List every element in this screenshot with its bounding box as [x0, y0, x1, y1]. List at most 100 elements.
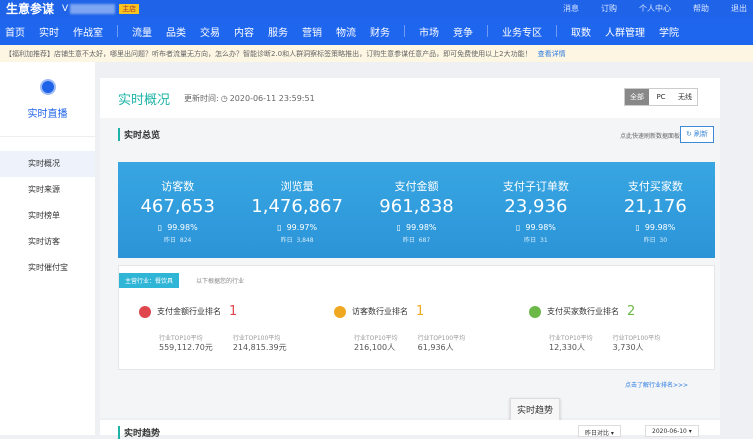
- top-link-messages[interactable]: 消息: [563, 4, 579, 13]
- top10-label: 行业TOP10平均: [354, 335, 398, 342]
- nav-divider: [487, 25, 488, 37]
- metric-label: 支付子订单数: [502, 180, 569, 193]
- section-title: 实时总览: [118, 128, 160, 141]
- nav-item[interactable]: 取数: [571, 27, 591, 39]
- metric-pct: 99.98%: [406, 223, 437, 232]
- refresh-label: 刷新: [694, 130, 709, 138]
- clock-icon: ◷: [220, 93, 228, 103]
- update-time: 2020-06-11 23:59:51: [229, 93, 315, 103]
- nav-item[interactable]: 交易: [200, 27, 220, 39]
- nav-item[interactable]: 财务: [370, 27, 390, 39]
- top-link-help[interactable]: 帮助: [693, 4, 709, 13]
- metric-pct: 99.98%: [525, 223, 556, 232]
- segment-pc[interactable]: PC: [649, 89, 673, 105]
- sidebar-item[interactable]: 实时访客: [28, 237, 60, 246]
- rank-card: 支付金额行业排名 1 行业TOP10平均 559,112.70元 行业TOP100…: [139, 304, 287, 353]
- mobile-icon: ▯: [635, 223, 640, 232]
- sidebar-item[interactable]: 实时榜单: [28, 211, 60, 220]
- nav-item[interactable]: 业务专区: [502, 27, 542, 39]
- ranking-more-link[interactable]: 点击了解行业排名>>>: [625, 382, 689, 389]
- yesterday-value: 31: [540, 237, 548, 244]
- compare-dropdown[interactable]: 昨日对比 ▾: [578, 425, 621, 437]
- sidebar-item[interactable]: 实时概况: [0, 151, 95, 177]
- metric-value: 21,176: [623, 196, 687, 217]
- rank-label: 支付买家数行业排名: [547, 307, 619, 316]
- segment-wireless[interactable]: 无线: [673, 89, 697, 105]
- metric-value: 23,936: [504, 196, 568, 217]
- nav-item[interactable]: 市场: [419, 27, 439, 39]
- rank-card: 访客数行业排名 1 行业TOP10平均 216,100人 行业TOP100平均 61…: [334, 304, 465, 353]
- sidebar-item[interactable]: 实时催付宝: [28, 263, 68, 272]
- metric-card: 访客数 467,653 ▯ 99.98% 昨日 824: [118, 162, 237, 258]
- top10-label: 行业TOP10平均: [549, 335, 593, 342]
- compare-label: 昨日对比: [585, 430, 610, 437]
- yesterday-label: 昨日: [280, 237, 293, 244]
- top-link-subscribe[interactable]: 订购: [601, 4, 617, 13]
- rank-number: 2: [627, 304, 636, 319]
- nav-item[interactable]: 学院: [659, 27, 679, 39]
- top100-value: 3,730人: [612, 343, 644, 352]
- notice-text: 【福利加推荐】店铺生意不太好，哪里出问题？听布者流量无方向，怎么办？智能诊断2.…: [5, 49, 532, 58]
- trend-title: 实时趋势: [118, 426, 160, 439]
- refresh-hint: 点此快速刷新数据面板: [619, 133, 680, 140]
- nav-item[interactable]: 品类: [166, 27, 186, 39]
- date-label: 2020-06-10: [652, 428, 687, 435]
- yesterday-label: 昨日: [524, 237, 537, 244]
- metric-label: 支付买家数: [627, 180, 683, 193]
- metric-card: 支付金额 961,838 ▯ 99.98% 昨日 687: [357, 162, 476, 258]
- top-link-logout[interactable]: 退出: [731, 4, 747, 13]
- metric-card: 支付子订单数 23,936 ▯ 99.98% 昨日 31: [476, 162, 595, 258]
- nav-item[interactable]: 服务: [268, 27, 288, 39]
- nav-item[interactable]: 竞争: [453, 27, 473, 39]
- tooltip: 实时趋势: [510, 398, 561, 421]
- top-link-profile[interactable]: 个人中心: [639, 4, 671, 13]
- yesterday-value: 687: [418, 237, 431, 244]
- nav-item[interactable]: 实时: [39, 27, 59, 39]
- main-nav: 首页 实时 作战室 流量 品类 交易 内容 服务 营销 物流 财务 市场 竞争 业务专区 取数 人群管理 学院: [0, 17, 753, 45]
- nav-item[interactable]: 营销: [302, 27, 322, 39]
- nav-divider: [117, 25, 118, 37]
- logo[interactable]: 生意参谋: [6, 2, 55, 16]
- metric-value: 1,476,867: [251, 196, 343, 217]
- buyer-icon: [529, 305, 541, 318]
- metric-value: 467,653: [140, 196, 215, 217]
- yesterday-value: 3,848: [296, 237, 314, 244]
- shop-badge: 主店: [119, 3, 140, 14]
- rank-label: 访客数行业排名: [352, 307, 408, 316]
- nav-item[interactable]: 人群管理: [605, 27, 645, 39]
- top100-label: 行业TOP100平均: [417, 335, 466, 342]
- date-picker[interactable]: 2020-06-10 ▾: [645, 425, 699, 437]
- page-header: 实时概况 更新时间: ◷ 2020-06-11 23:59:51 全部 PC 无…: [100, 78, 720, 118]
- top10-value: 216,100人: [354, 343, 396, 352]
- sidebar-item[interactable]: 实时来源: [28, 185, 60, 194]
- rank-card: 支付买家数行业排名 2 行业TOP10平均 12,330人 行业TOP100平均 3…: [529, 304, 660, 353]
- nav-item[interactable]: 首页: [5, 27, 25, 39]
- mobile-icon: ▯: [157, 223, 163, 232]
- nav-item[interactable]: 作战室: [73, 27, 103, 39]
- shop-name-blurred: [70, 3, 116, 14]
- industry-tag: 主营行业：餐饮具: [119, 273, 180, 288]
- clock-icon: [39, 78, 56, 95]
- industry-note: 以下根据您的行业: [196, 278, 245, 285]
- metric-card: 支付买家数 21,176 ▯ 99.98% 昨日 30: [596, 162, 715, 258]
- rank-number: 1: [416, 304, 425, 319]
- refresh-button[interactable]: ↻ 刷新: [680, 126, 714, 143]
- trend-section: 实时趋势 昨日对比 ▾ 2020-06-10 ▾: [100, 420, 720, 439]
- segment-all[interactable]: 全部: [625, 89, 649, 105]
- mobile-icon: ▯: [515, 223, 521, 232]
- nav-item[interactable]: 流量: [132, 27, 152, 39]
- device-segment: 全部 PC 无线: [624, 88, 698, 106]
- yesterday-value: 30: [659, 237, 668, 244]
- metric-pct: 99.98%: [167, 223, 198, 232]
- nav-divider: [556, 25, 557, 37]
- metric-card: 浏览量 1,476,867 ▯ 99.97% 昨日 3,848: [237, 162, 356, 258]
- notice-link[interactable]: 查看详情: [537, 49, 566, 58]
- update-label: 更新时间:: [184, 93, 219, 103]
- top100-value: 61,936人: [417, 343, 454, 352]
- nav-item[interactable]: 内容: [234, 27, 254, 39]
- metric-label: 访客数: [161, 180, 195, 193]
- metric-pct: 99.97%: [286, 223, 318, 232]
- nav-item[interactable]: 物流: [336, 27, 356, 39]
- sidebar-header: 实时直播: [0, 62, 95, 137]
- top-bar: 生意参谋 V 主店 消息 订购 个人中心 帮助 退出: [0, 0, 753, 17]
